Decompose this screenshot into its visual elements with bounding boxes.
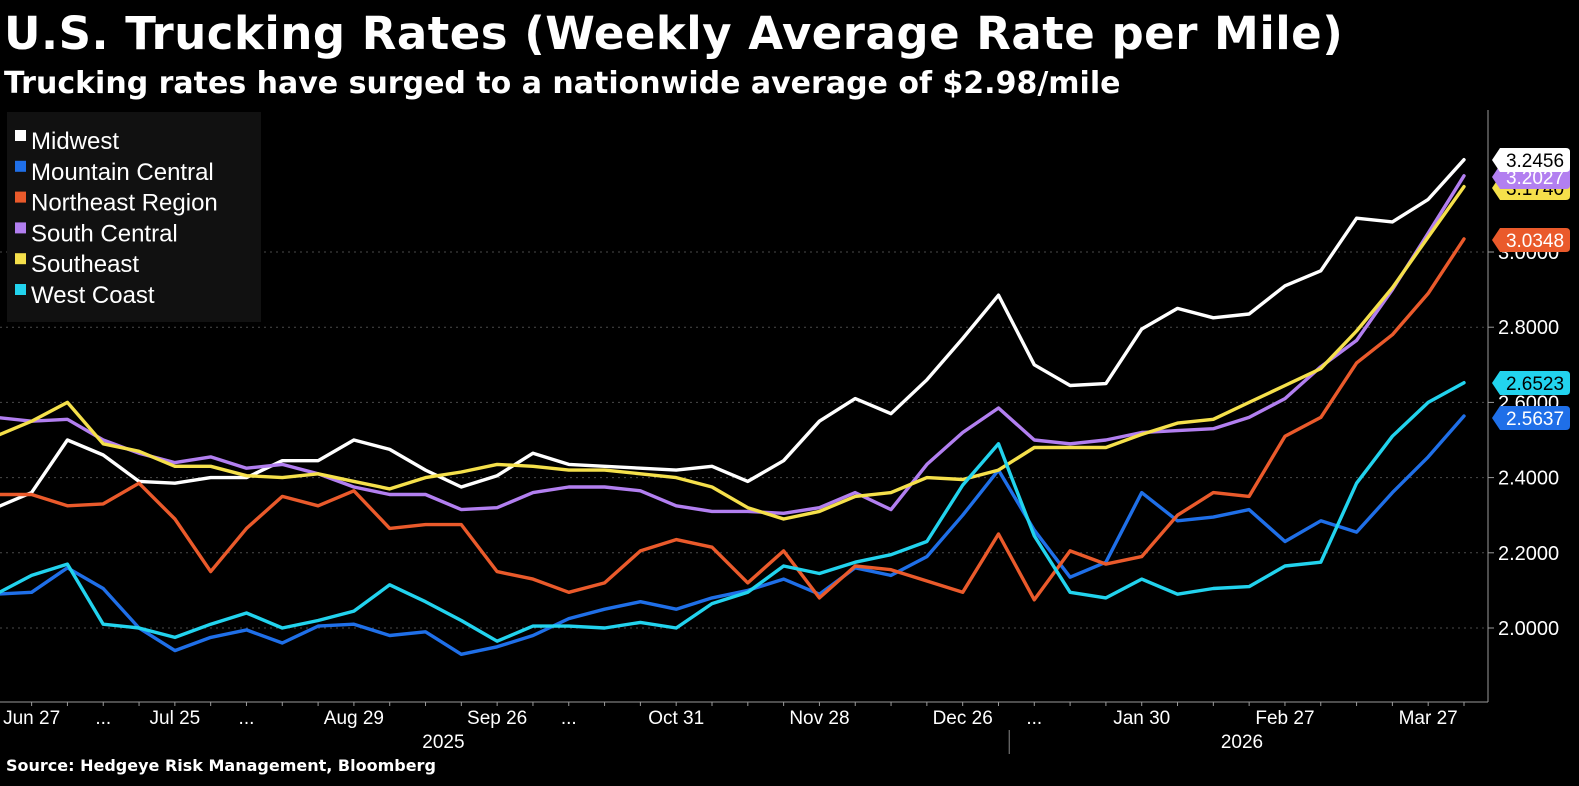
last-value-label-midwest: 3.2456 xyxy=(1492,148,1570,172)
series-line-midwest xyxy=(0,157,1466,508)
legend-swatch xyxy=(15,130,26,141)
last-value-badge xyxy=(1492,406,1570,430)
axes xyxy=(0,110,1489,703)
legend-label: Mountain Central xyxy=(31,159,214,186)
x-tick-label: Aug 29 xyxy=(324,708,384,729)
x-tick-label: Jun 27 xyxy=(3,708,60,729)
y-tick-label: 2.8000 xyxy=(1498,317,1559,339)
last-value-text: 2.5637 xyxy=(1506,409,1564,430)
legend-box xyxy=(7,112,261,322)
last-value-text: 3.2027 xyxy=(1506,168,1564,189)
y-tick-label: 2.0000 xyxy=(1498,618,1559,640)
last-value-text: 3.2456 xyxy=(1506,151,1564,172)
x-tick-ellipsis: ... xyxy=(239,708,255,729)
series-line-south-central xyxy=(0,174,1466,515)
legend-swatch xyxy=(15,191,26,203)
last-value-badge xyxy=(1492,371,1570,395)
x-year-label: 2025 xyxy=(422,732,464,753)
x-tick-ellipsis: ... xyxy=(561,708,577,729)
x-tick-label: Nov 28 xyxy=(789,708,849,729)
x-axis-ticks: Jun 27 Jul 25 Aug 29 Sep 26 Oct 31 Nov 28 Dec … xyxy=(3,702,1465,754)
x-tick-label: Dec 26 xyxy=(933,708,993,729)
x-year-label: 2026 xyxy=(1221,732,1263,753)
last-value-text: 2.6523 xyxy=(1506,374,1564,395)
legend-label: Midwest xyxy=(31,128,119,155)
last-value-badge xyxy=(1492,228,1570,252)
legend-label: South Central xyxy=(31,220,178,247)
x-tick-ellipsis: ... xyxy=(1026,708,1042,729)
chart-title: U.S. Trucking Rates (Weekly Average Rate… xyxy=(4,7,1344,60)
source-note: Source: Hedgeye Risk Management, Bloombe… xyxy=(6,756,436,775)
legend-swatch xyxy=(15,160,26,172)
x-tick-label: Feb 27 xyxy=(1255,708,1314,729)
series-line-mountain-central xyxy=(0,414,1466,656)
legend-label: West Coast xyxy=(31,282,155,309)
chart-subtitle: Trucking rates have surged to a nationwi… xyxy=(4,66,1121,101)
series-lines xyxy=(0,157,1466,656)
x-tick-label: Mar 27 xyxy=(1399,708,1458,729)
last-value-badge xyxy=(1492,148,1570,172)
series-line-southeast xyxy=(0,184,1466,521)
x-tick-label: Oct 31 xyxy=(648,708,704,729)
x-tick-label: Jul 25 xyxy=(150,708,201,729)
series-line-northeast-region xyxy=(0,237,1466,602)
legend-swatch xyxy=(15,253,26,265)
last-value-text: 3.0348 xyxy=(1506,231,1564,252)
legend-label: Northeast Region xyxy=(31,190,218,217)
x-tick-label: Jan 30 xyxy=(1113,708,1170,729)
last-value-label-northeast-region: 3.0348 xyxy=(1492,228,1570,252)
last-value-label-west-coast: 2.6523 xyxy=(1492,371,1570,395)
x-tick-label: Sep 26 xyxy=(467,708,527,729)
legend-label: Southeast xyxy=(31,251,139,278)
legend: Midwest Mountain Central Northeast Region S… xyxy=(7,112,261,322)
x-tick-ellipsis: ... xyxy=(95,708,111,729)
y-tick-label: 2.2000 xyxy=(1498,543,1559,565)
series-line-west-coast xyxy=(0,381,1466,643)
last-value-label-mountain-central: 2.5637 xyxy=(1492,406,1570,430)
legend-swatch xyxy=(15,284,26,295)
legend-swatch xyxy=(15,222,26,234)
y-tick-label: 2.4000 xyxy=(1498,468,1559,490)
